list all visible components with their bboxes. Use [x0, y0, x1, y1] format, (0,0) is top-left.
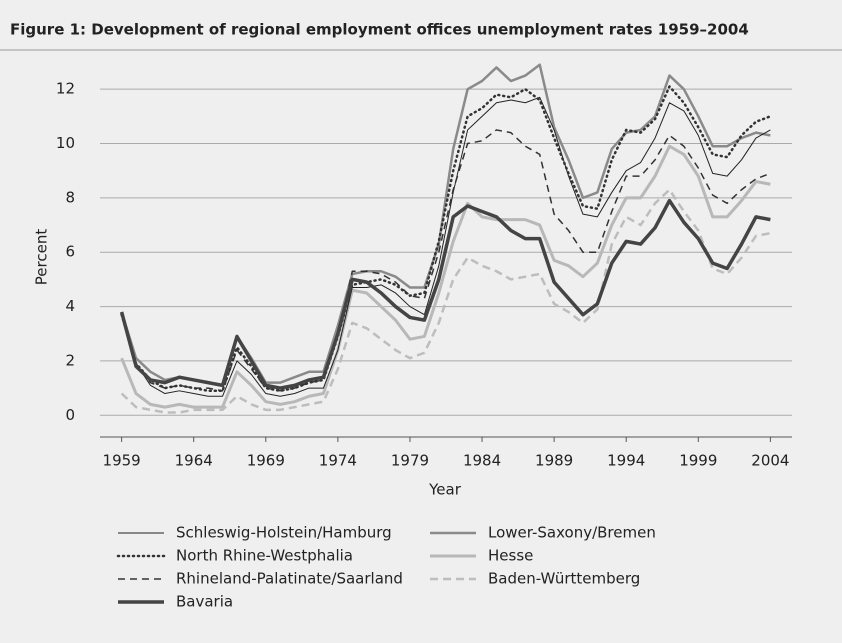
x-tick-label: 1959	[103, 452, 141, 470]
x-axis-label: Year	[428, 481, 462, 499]
line-series	[120, 144, 771, 409]
x-tick-label: 1984	[463, 452, 501, 470]
legend-label: Schleswig-Holstein/Hamburg	[176, 524, 392, 542]
x-tick-label: 1964	[175, 452, 213, 470]
legend-label: Hesse	[488, 547, 533, 565]
y-tick-label: 6	[65, 243, 75, 261]
x-tick-label: 1989	[535, 452, 573, 470]
line-series	[119, 198, 771, 390]
x-tick-label: 1999	[679, 452, 717, 470]
legend-label: Rhineland-Palatinate/Saarland	[176, 570, 403, 588]
legend-label: North Rhine-Westphalia	[176, 547, 353, 565]
legend-label: Bavaria	[176, 593, 233, 611]
x-tick-label: 1974	[319, 452, 357, 470]
y-tick-label: 0	[65, 406, 75, 424]
x-tick-label: 1969	[247, 452, 285, 470]
line-series	[121, 96, 771, 397]
y-axis-label: Percent	[33, 229, 51, 286]
x-tick-label: 2004	[751, 452, 789, 470]
y-tick-label: 10	[56, 134, 75, 152]
y-tick-label: 8	[65, 188, 75, 206]
legend-label: Lower-Saxony/Bremen	[488, 524, 656, 542]
legend-label: Baden-Württemberg	[488, 570, 640, 588]
y-tick-label: 12	[56, 80, 75, 98]
line-series	[120, 129, 771, 392]
y-tick-label: 4	[65, 297, 75, 315]
x-tick-label: 1994	[607, 452, 645, 470]
y-tick-label: 2	[65, 351, 75, 369]
x-tick-label: 1979	[391, 452, 429, 470]
chart-title: Figure 1: Development of regional employ…	[10, 21, 749, 39]
